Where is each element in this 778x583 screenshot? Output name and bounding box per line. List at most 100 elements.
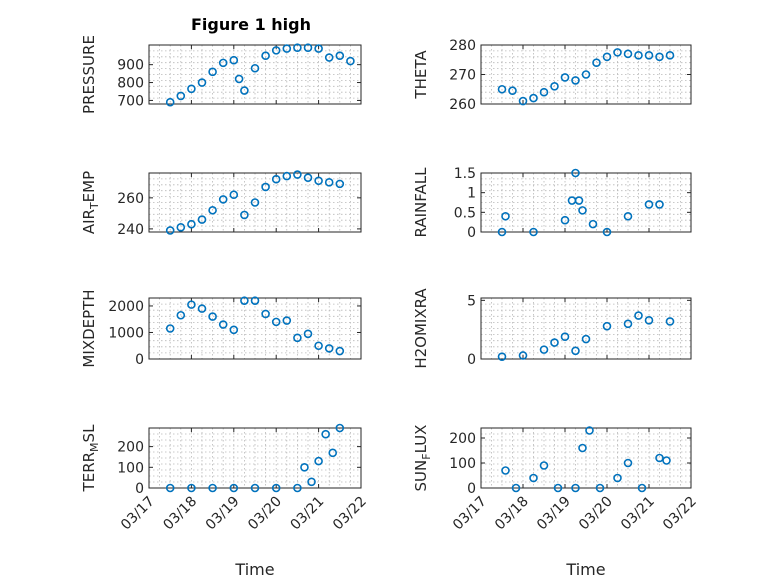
- data-point: [553, 483, 563, 493]
- data-point: [208, 67, 217, 77]
- data-point: [293, 43, 302, 52]
- axes-box: [480, 297, 692, 360]
- data-point: [187, 84, 196, 94]
- data-point: [314, 341, 323, 351]
- data-point: [571, 346, 580, 356]
- data-point: [240, 296, 249, 305]
- data-point: [529, 473, 538, 483]
- data-point: [529, 93, 538, 103]
- data-point: [293, 333, 302, 343]
- panel-theta: 260 270 280 THETA: [412, 38, 692, 113]
- data-point: [165, 324, 175, 333]
- y-tick-label: 0: [135, 352, 144, 368]
- y-tick-label: 0.5: [454, 205, 476, 221]
- data-point: [637, 483, 647, 493]
- data-point: [229, 325, 239, 335]
- axes-box: [148, 427, 362, 489]
- y-tick-label: 900: [117, 58, 144, 74]
- y-tick-label: 200: [449, 431, 476, 447]
- data-point: [550, 338, 559, 347]
- data-point: [335, 423, 345, 433]
- data-point: [176, 223, 186, 232]
- data-point: [497, 352, 507, 361]
- data-point: [560, 332, 570, 342]
- data-point: [613, 473, 622, 483]
- data-point: [497, 227, 507, 237]
- data-point: [300, 463, 309, 472]
- data-point: [571, 168, 580, 178]
- data-point: [240, 210, 249, 220]
- panel-rainfall: 0 0.5 1 1.5 RAINFALL: [412, 166, 692, 241]
- x-tick-label: 03/19: [534, 494, 574, 534]
- data-point: [595, 483, 605, 493]
- data-point: [501, 211, 510, 221]
- data-point: [282, 44, 292, 53]
- data-point: [229, 190, 239, 200]
- data-point: [560, 73, 570, 82]
- data-point: [176, 310, 186, 320]
- data-point: [165, 483, 175, 493]
- data-point: [250, 63, 260, 73]
- data-point: [623, 49, 633, 59]
- data-point: [623, 319, 633, 329]
- y-axis-label: MIXDEPTH: [80, 289, 98, 367]
- data-point: [307, 477, 316, 487]
- data-point: [539, 345, 549, 354]
- y-tick-label: 270: [449, 68, 476, 84]
- x-tick-label: 03/18: [160, 494, 200, 534]
- data-point: [324, 53, 334, 62]
- data-point: [271, 483, 281, 493]
- y-tick-label: 1.5: [454, 166, 476, 182]
- data-point: [261, 182, 270, 192]
- x-tick-label: 03/17: [118, 494, 158, 534]
- y-tick-label: 100: [117, 460, 144, 476]
- data-point: [176, 91, 186, 101]
- data-point: [578, 206, 587, 215]
- data-point: [662, 456, 671, 465]
- data-point: [187, 219, 196, 229]
- data-point: [282, 316, 292, 325]
- data-point: [335, 51, 345, 61]
- x-tick-label: 03/18: [492, 494, 532, 534]
- data-point: [655, 200, 664, 209]
- data-point: [574, 196, 584, 205]
- data-point: [518, 96, 528, 106]
- y-tick-label: 0: [135, 481, 144, 497]
- data-point: [571, 76, 580, 85]
- panel-h2omixra: 0 5 H2OMIXRA: [412, 288, 692, 369]
- data-point: [644, 200, 654, 209]
- data-point: [324, 178, 334, 187]
- x-axis-label: Time: [234, 560, 274, 579]
- y-tick-label: 280: [449, 38, 476, 54]
- y-tick-label: 200: [117, 440, 144, 456]
- y-tick-label: 1: [467, 186, 476, 202]
- panel-sun_flux: 0 100 200 SUNFLUX 03/17 03/18 03/19 03/20 03/21 0…: [412, 425, 700, 579]
- y-tick-label: 0: [467, 352, 476, 368]
- x-tick-label: 03/21: [288, 494, 328, 534]
- x-tick-label: 03/20: [245, 494, 285, 534]
- data-point: [634, 311, 643, 320]
- data-point: [634, 51, 643, 60]
- data-point: [518, 351, 528, 360]
- y-tick-label: 260: [117, 191, 144, 207]
- data-point: [655, 52, 664, 62]
- figure-title: Figure 1 high: [191, 15, 311, 34]
- data-point: [578, 443, 587, 453]
- data-point: [271, 174, 281, 184]
- data-point: [560, 215, 570, 225]
- data-point: [321, 429, 330, 439]
- data-point: [303, 173, 313, 182]
- data-point: [613, 48, 622, 57]
- data-point: [208, 312, 217, 321]
- data-point: [585, 426, 594, 435]
- y-tick-label: 260: [449, 97, 476, 113]
- data-point: [261, 51, 270, 61]
- data-point: [250, 483, 260, 493]
- data-point: [539, 87, 549, 97]
- data-point: [165, 226, 175, 235]
- data-point: [314, 44, 323, 53]
- data-point: [314, 176, 323, 186]
- data-point: [240, 86, 249, 95]
- data-point: [581, 334, 591, 344]
- data-point: [497, 84, 507, 94]
